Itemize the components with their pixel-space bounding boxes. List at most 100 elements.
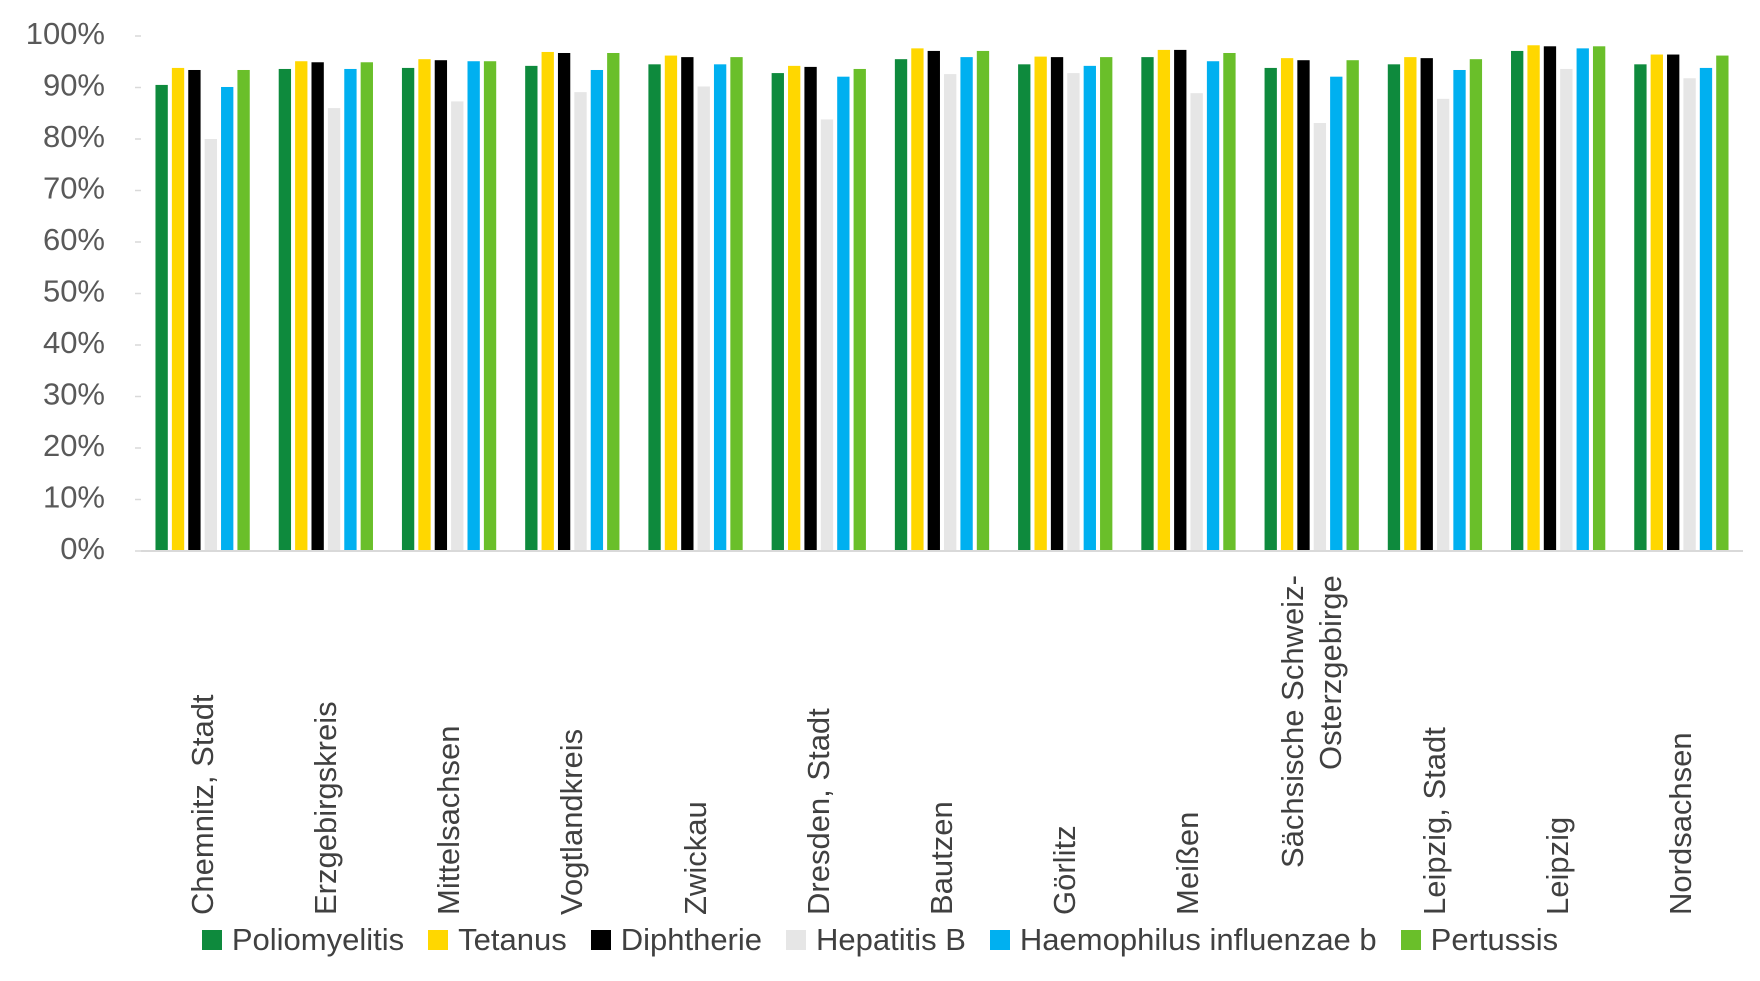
legend-label: Diphtherie	[620, 922, 763, 957]
y-tick-label: 50%	[43, 274, 105, 309]
bar	[344, 68, 357, 552]
bar	[1067, 73, 1080, 551]
bar	[1387, 64, 1401, 551]
bar	[188, 69, 201, 552]
bar	[418, 59, 431, 552]
legend-swatch	[590, 930, 611, 950]
bar	[837, 76, 850, 551]
bar	[1699, 67, 1713, 552]
bar	[911, 48, 924, 552]
bar	[1560, 68, 1573, 552]
x-tick-label: Vogtlandkreis	[554, 728, 590, 915]
bar	[1592, 46, 1606, 552]
bar	[1346, 60, 1359, 551]
legend-item: Diphtherie	[590, 922, 763, 958]
bar	[1190, 93, 1203, 551]
bar	[853, 68, 866, 552]
bar	[155, 84, 168, 552]
bar	[401, 67, 415, 552]
bar	[1083, 65, 1096, 552]
legend-item: Poliomyelitis	[201, 922, 405, 958]
bar	[1264, 67, 1277, 552]
bar	[1683, 78, 1696, 551]
legend-item: Hepatitis B	[786, 922, 966, 958]
bar	[1297, 60, 1310, 551]
x-tick-label: Leipzig, Stadt	[1416, 727, 1452, 915]
legend-swatch	[428, 930, 449, 950]
bar	[1634, 64, 1647, 551]
bar	[1404, 57, 1417, 552]
bar	[1420, 58, 1433, 552]
y-tick-label: 70%	[43, 171, 105, 206]
bar	[171, 67, 185, 552]
bar	[1313, 123, 1327, 551]
x-tick-label: Sächsische Schweiz-Osterzgebirge	[1274, 575, 1348, 868]
bar	[927, 50, 940, 552]
legend-swatch	[989, 930, 1010, 950]
bar	[311, 62, 324, 551]
bar	[557, 52, 571, 552]
bar	[541, 51, 554, 552]
bar	[1436, 98, 1450, 551]
bar	[1650, 54, 1663, 551]
legend-label: Tetanus	[458, 922, 567, 957]
bar	[1141, 57, 1154, 552]
y-tick-label: 20%	[43, 428, 105, 463]
y-tick-label: 40%	[43, 325, 105, 360]
bar	[1206, 61, 1220, 552]
bar	[788, 65, 801, 552]
bar	[237, 69, 250, 552]
bar	[451, 101, 464, 551]
x-tick-label: Leipzig	[1540, 816, 1576, 915]
x-tick-label: Erzgebirgskreis	[307, 701, 343, 915]
bar	[1469, 59, 1483, 552]
bar	[467, 61, 480, 552]
y-tick-label: 30%	[43, 377, 105, 412]
bar	[648, 64, 661, 551]
bar	[221, 86, 234, 552]
bar	[1034, 56, 1047, 551]
legend-item: Tetanus	[428, 922, 567, 958]
x-tick-label: Nordsachsen	[1663, 732, 1699, 915]
bar	[960, 57, 973, 552]
bar	[944, 74, 957, 552]
x-tick-label: Bautzen	[924, 801, 959, 915]
bar	[1174, 49, 1187, 551]
bar	[730, 57, 743, 552]
legend-label: Haemophilus influenzae b	[1019, 922, 1377, 957]
bar	[574, 92, 587, 551]
y-tick-label: 10%	[43, 480, 105, 515]
bar	[804, 66, 817, 552]
x-tick-label: Mittelsachsen	[431, 725, 467, 915]
bar	[1280, 58, 1294, 552]
y-tick-label: 80%	[43, 119, 105, 154]
bar	[525, 65, 538, 552]
bar	[483, 61, 497, 552]
bar	[820, 119, 834, 552]
bar	[204, 139, 217, 551]
bar	[681, 57, 694, 552]
legend-swatch	[1400, 930, 1421, 950]
legend: Poliomyelitis Tetanus Diphtherie Hepatitis …	[0, 922, 1760, 958]
bar	[278, 68, 292, 552]
bar	[1050, 57, 1064, 552]
bar	[1100, 57, 1113, 552]
legend-label: Poliomyelitis	[231, 922, 405, 957]
legend-item: Pertussis	[1400, 922, 1559, 958]
bar	[1667, 54, 1680, 551]
y-tick-label: 90%	[43, 68, 105, 103]
bar	[713, 64, 727, 551]
bar	[360, 62, 373, 551]
bar	[1543, 46, 1557, 552]
bar	[590, 69, 604, 552]
bar	[697, 86, 710, 551]
bar	[1453, 69, 1466, 552]
y-tick-label: 100%	[26, 16, 105, 51]
legend-label: Pertussis	[1430, 922, 1559, 957]
bar	[1223, 52, 1236, 552]
bar	[607, 52, 620, 552]
bar	[1157, 49, 1171, 551]
x-tick-label: Meißen	[1170, 811, 1206, 915]
